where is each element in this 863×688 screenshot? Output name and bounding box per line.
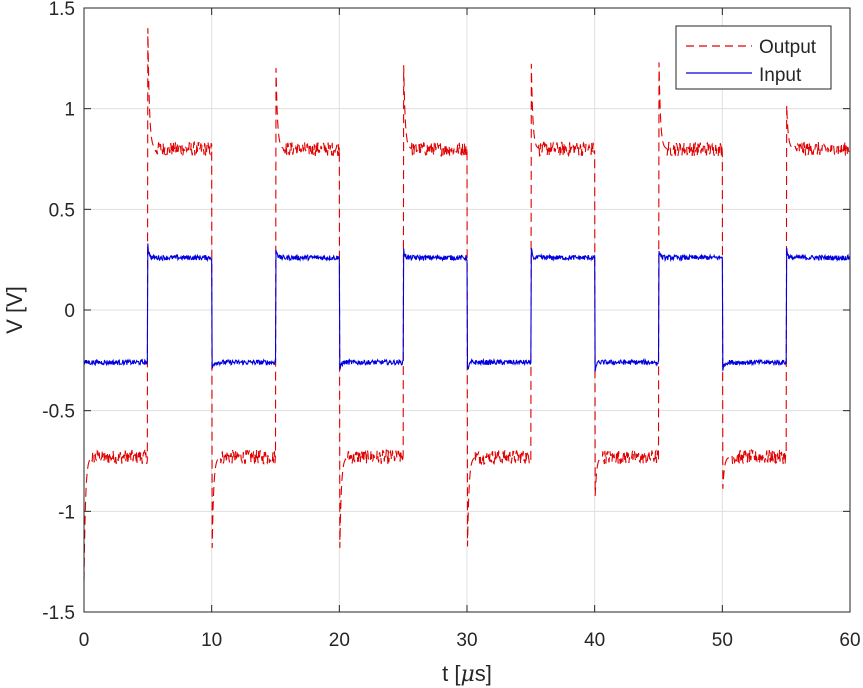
y-tick-label: 0	[64, 301, 75, 322]
x-tick-label: 60	[839, 630, 860, 651]
series-output	[83, 28, 851, 581]
x-tick-label: 10	[201, 630, 222, 651]
y-tick-label: 1	[64, 100, 75, 121]
y-tick-label: 0.5	[49, 200, 75, 221]
x-tick-label: 30	[456, 630, 477, 651]
x-tick-label: 20	[329, 630, 350, 651]
x-axis-label: t [μs]	[442, 661, 492, 687]
input-series-line	[83, 243, 851, 372]
y-tick-labels: -1.5 -1 -0.5 0 0.5 1 1.5	[42, 0, 75, 624]
legend-output-label: Output	[759, 37, 817, 58]
output-series-line	[83, 28, 851, 581]
y-tick-label: 1.5	[49, 0, 75, 20]
x-tick-label: 50	[712, 630, 733, 651]
y-tick-label: -1	[58, 502, 75, 523]
series-input	[83, 243, 851, 372]
y-axis-label: V [V]	[2, 286, 27, 334]
legend: Output Input	[675, 25, 832, 90]
ticks	[83, 7, 851, 613]
y-tick-label: -0.5	[42, 402, 75, 423]
x-tick-label: 40	[584, 630, 605, 651]
x-tick-labels: 0 10 20 30 40 50 60	[79, 630, 861, 651]
legend-box	[675, 25, 832, 90]
y-tick-label: -1.5	[42, 603, 75, 624]
legend-input-label: Input	[759, 65, 802, 86]
x-tick-label: 0	[79, 630, 90, 651]
